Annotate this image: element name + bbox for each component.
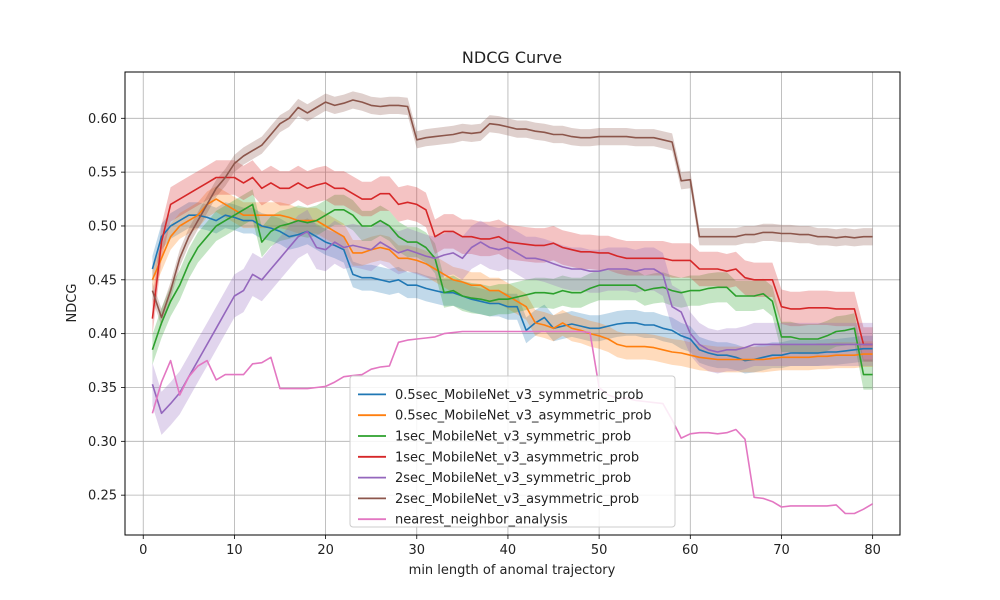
chart-title: NDCG Curve: [462, 48, 562, 67]
x-tick-label: 80: [864, 543, 881, 558]
y-tick-label: 0.25: [88, 489, 117, 504]
legend-label-3: 1sec_MobileNet_v3_asymmetric_prob: [395, 450, 639, 465]
confidence-band-1: [152, 186, 873, 373]
legend-label-1: 0.5sec_MobileNet_v3_asymmetric_prob: [395, 409, 652, 424]
series-line-2: [151, 203, 873, 376]
y-tick-label: 0.30: [88, 435, 117, 450]
legend: 0.5sec_MobileNet_v3_symmetric_prob 0.5sec…: [349, 375, 676, 528]
series-lines: [151, 99, 874, 515]
axis-ticks: 0 10 20 30 40 50 60 70 80 0.25 0.30 0.35 0.40 0.45 0.5…: [88, 112, 881, 558]
series-line-3: [151, 176, 873, 346]
y-axis-label: NDCG: [65, 284, 80, 323]
y-tick-label: 0.60: [88, 112, 117, 127]
x-tick-label: 10: [226, 543, 243, 558]
y-tick-label: 0.55: [88, 166, 117, 181]
x-tick-label: 40: [500, 543, 517, 558]
x-tick-label: 70: [773, 543, 790, 558]
y-tick-label: 0.45: [88, 273, 117, 288]
x-tick-label: 0: [139, 543, 147, 558]
legend-label-4: 2sec_MobileNet_v3_symmetric_prob: [395, 471, 631, 486]
plot-frame: [124, 71, 901, 536]
legend-label-2: 1sec_MobileNet_v3_symmetric_prob: [395, 430, 631, 445]
legend-box: [349, 375, 676, 528]
y-tick-label: 0.50: [88, 219, 117, 234]
series-line-5: [151, 99, 873, 319]
confidence-band-3: [152, 160, 873, 362]
x-tick-label: 30: [408, 543, 425, 558]
y-tick-label: 0.35: [88, 381, 117, 396]
x-axis-label: min length of anomal trajectory: [409, 563, 616, 578]
series-line-4: [151, 230, 873, 415]
legend-label-6: nearest_neighbor_analysis: [395, 513, 568, 528]
legend-label-0: 0.5sec_MobileNet_v3_symmetric_prob: [395, 388, 644, 403]
x-tick-label: 20: [317, 543, 334, 558]
confidence-band-2: [152, 189, 873, 390]
series-line-6: [151, 330, 874, 515]
x-tick-label: 50: [591, 543, 608, 558]
y-tick-label: 0.40: [88, 327, 117, 342]
confidence-band-4: [152, 209, 873, 435]
legend-label-5: 2sec_MobileNet_v3_asymmetric_prob: [395, 492, 639, 507]
x-tick-label: 60: [682, 543, 699, 558]
